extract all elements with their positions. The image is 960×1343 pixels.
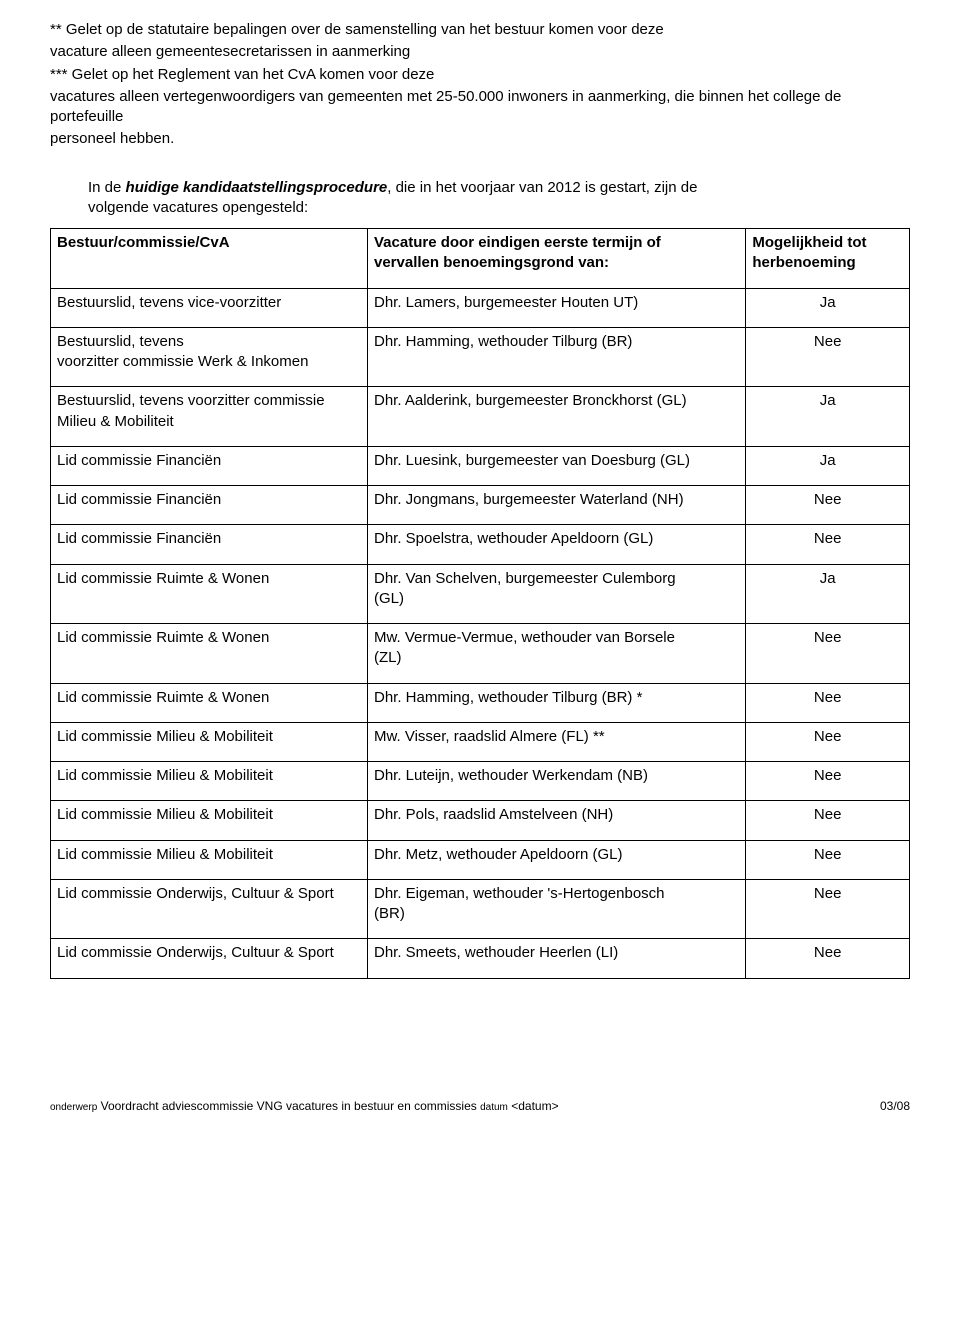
cell-line: Dhr. Eigeman, wethouder 's-Hertogenbosch	[374, 884, 739, 904]
cell-bestuur: Lid commissie Ruimte & Wonen	[51, 624, 368, 684]
cell-vacature: Mw. Visser, raadslid Almere (FL) **	[368, 722, 746, 761]
cell-line: voorzitter commissie Werk & Inkomen	[57, 352, 361, 372]
cell-bestuur: Lid commissie Milieu & Mobiliteit	[51, 801, 368, 840]
table-row: Bestuurslid, tevens voorzitter commissie…	[51, 387, 910, 447]
procedure-rest: , die in het voorjaar van 2012 is gestar…	[387, 179, 697, 196]
cell-line: Mw. Vermue-Vermue, wethouder van Borsele	[374, 628, 739, 648]
col-header-vacature-l2: vervallen benoemingsgrond van:	[374, 253, 739, 273]
table-row: Bestuurslid, tevens vice-voorzitterDhr. …	[51, 288, 910, 327]
cell-bestuur: Lid commissie Milieu & Mobiliteit	[51, 722, 368, 761]
cell-vacature: Dhr. Aalderink, burgemeester Bronckhorst…	[368, 387, 746, 447]
table-row: Lid commissie Milieu & MobiliteitDhr. Me…	[51, 840, 910, 879]
table-row: Lid commissie Onderwijs, Cultuur & Sport…	[51, 879, 910, 939]
cell-herbenoeming: Nee	[746, 762, 910, 801]
table-row: Lid commissie FinanciënDhr. Luesink, bur…	[51, 446, 910, 485]
footer-text1: Voordracht adviescommissie VNG vacatures…	[97, 1099, 480, 1113]
col-header-herbenoeming-l2: herbenoeming	[752, 253, 903, 273]
cell-vacature: Dhr. Hamming, wethouder Tilburg (BR) *	[368, 683, 746, 722]
cell-vacature: Dhr. Metz, wethouder Apeldoorn (GL)	[368, 840, 746, 879]
cell-line: Bestuurslid, tevens voorzitter commissie	[57, 391, 361, 411]
cell-line: Milieu & Mobiliteit	[57, 412, 361, 432]
table-row: Lid commissie Milieu & MobiliteitDhr. Lu…	[51, 762, 910, 801]
procedure-line: In de huidige kandidaatstellingsprocedur…	[88, 178, 910, 198]
cell-herbenoeming: Ja	[746, 288, 910, 327]
cell-bestuur: Lid commissie Milieu & Mobiliteit	[51, 840, 368, 879]
cell-bestuur: Bestuurslid, tevensvoorzitter commissie …	[51, 327, 368, 387]
col-header-herbenoeming: Mogelijkheid tot herbenoeming	[746, 229, 910, 289]
intro-line: *** Gelet op het Reglement van het CvA k…	[50, 65, 910, 85]
cell-herbenoeming: Ja	[746, 387, 910, 447]
procedure-block: In de huidige kandidaatstellingsprocedur…	[88, 178, 910, 219]
cell-vacature: Dhr. Hamming, wethouder Tilburg (BR)	[368, 327, 746, 387]
cell-herbenoeming: Nee	[746, 840, 910, 879]
intro-line: ** Gelet op de statutaire bepalingen ove…	[50, 20, 910, 40]
cell-herbenoeming: Ja	[746, 446, 910, 485]
cell-vacature: Dhr. Smeets, wethouder Heerlen (LI)	[368, 939, 746, 978]
cell-vacature: Dhr. Luteijn, wethouder Werkendam (NB)	[368, 762, 746, 801]
cell-bestuur: Lid commissie Ruimte & Wonen	[51, 683, 368, 722]
intro-line: personeel hebben.	[50, 129, 910, 149]
table-row: Lid commissie FinanciënDhr. Spoelstra, w…	[51, 525, 910, 564]
cell-herbenoeming: Nee	[746, 801, 910, 840]
cell-bestuur: Lid commissie Financiën	[51, 525, 368, 564]
table-row: Lid commissie Milieu & MobiliteitMw. Vis…	[51, 722, 910, 761]
cell-bestuur: Bestuurslid, tevens voorzitter commissie…	[51, 387, 368, 447]
cell-line: (BR)	[374, 904, 739, 924]
cell-vacature: Dhr. Pols, raadslid Amstelveen (NH)	[368, 801, 746, 840]
cell-bestuur: Lid commissie Financiën	[51, 486, 368, 525]
table-row: Lid commissie Ruimte & WonenMw. Vermue-V…	[51, 624, 910, 684]
cell-herbenoeming: Nee	[746, 525, 910, 564]
table-row: Lid commissie FinanciënDhr. Jongmans, bu…	[51, 486, 910, 525]
cell-vacature: Dhr. Luesink, burgemeester van Doesburg …	[368, 446, 746, 485]
cell-herbenoeming: Ja	[746, 564, 910, 624]
cell-bestuur: Lid commissie Onderwijs, Cultuur & Sport	[51, 879, 368, 939]
col-header-vacature-l1: Vacature door eindigen eerste termijn of	[374, 233, 739, 253]
table-row: Bestuurslid, tevensvoorzitter commissie …	[51, 327, 910, 387]
cell-herbenoeming: Nee	[746, 683, 910, 722]
cell-vacature: Dhr. Jongmans, burgemeester Waterland (N…	[368, 486, 746, 525]
intro-line: vacature alleen gemeentesecretarissen in…	[50, 42, 910, 62]
table-header-row: Bestuur/commissie/CvA Vacature door eind…	[51, 229, 910, 289]
intro-block: ** Gelet op de statutaire bepalingen ove…	[50, 20, 910, 150]
cell-herbenoeming: Nee	[746, 879, 910, 939]
cell-vacature: Mw. Vermue-Vermue, wethouder van Borsele…	[368, 624, 746, 684]
footer-label-onderwerp: onderwerp	[50, 1102, 97, 1113]
footer-text2: <datum>	[508, 1099, 559, 1113]
col-header-herbenoeming-l1: Mogelijkheid tot	[752, 233, 903, 253]
cell-vacature: Dhr. Van Schelven, burgemeester Culembor…	[368, 564, 746, 624]
procedure-em: huidige kandidaatstellingsprocedure	[126, 179, 388, 196]
table-row: Lid commissie Onderwijs, Cultuur & Sport…	[51, 939, 910, 978]
table-row: Lid commissie Ruimte & WonenDhr. Hamming…	[51, 683, 910, 722]
cell-line: Bestuurslid, tevens	[57, 332, 361, 352]
cell-vacature: Dhr. Eigeman, wethouder 's-Hertogenbosch…	[368, 879, 746, 939]
cell-herbenoeming: Nee	[746, 939, 910, 978]
procedure-text: In de	[88, 179, 126, 196]
footer-page-number: 03/08	[880, 1099, 910, 1113]
cell-herbenoeming: Nee	[746, 722, 910, 761]
cell-vacature: Dhr. Lamers, burgemeester Houten UT)	[368, 288, 746, 327]
footer-label-datum: datum	[480, 1102, 508, 1113]
cell-bestuur: Lid commissie Onderwijs, Cultuur & Sport	[51, 939, 368, 978]
cell-line: (GL)	[374, 589, 739, 609]
table-row: Lid commissie Ruimte & Wonen Dhr. Van Sch…	[51, 564, 910, 624]
col-header-bestuur: Bestuur/commissie/CvA	[51, 229, 368, 289]
table-row: Lid commissie Milieu & MobiliteitDhr. Po…	[51, 801, 910, 840]
cell-herbenoeming: Nee	[746, 624, 910, 684]
cell-line: Dhr. Van Schelven, burgemeester Culembor…	[374, 569, 739, 589]
procedure-line2: volgende vacatures opengesteld:	[88, 198, 910, 218]
col-header-vacature: Vacature door eindigen eerste termijn of…	[368, 229, 746, 289]
cell-bestuur: Lid commissie Ruimte & Wonen	[51, 564, 368, 624]
cell-bestuur: Lid commissie Milieu & Mobiliteit	[51, 762, 368, 801]
cell-herbenoeming: Nee	[746, 327, 910, 387]
cell-herbenoeming: Nee	[746, 486, 910, 525]
cell-vacature: Dhr. Spoelstra, wethouder Apeldoorn (GL)	[368, 525, 746, 564]
page-footer: onderwerp Voordracht adviescommissie VNG…	[50, 1099, 910, 1113]
vacancies-table: Bestuur/commissie/CvA Vacature door eind…	[50, 228, 910, 979]
cell-bestuur: Bestuurslid, tevens vice-voorzitter	[51, 288, 368, 327]
cell-bestuur: Lid commissie Financiën	[51, 446, 368, 485]
cell-line: (ZL)	[374, 648, 739, 668]
intro-line: vacatures alleen vertegenwoordigers van …	[50, 87, 910, 128]
